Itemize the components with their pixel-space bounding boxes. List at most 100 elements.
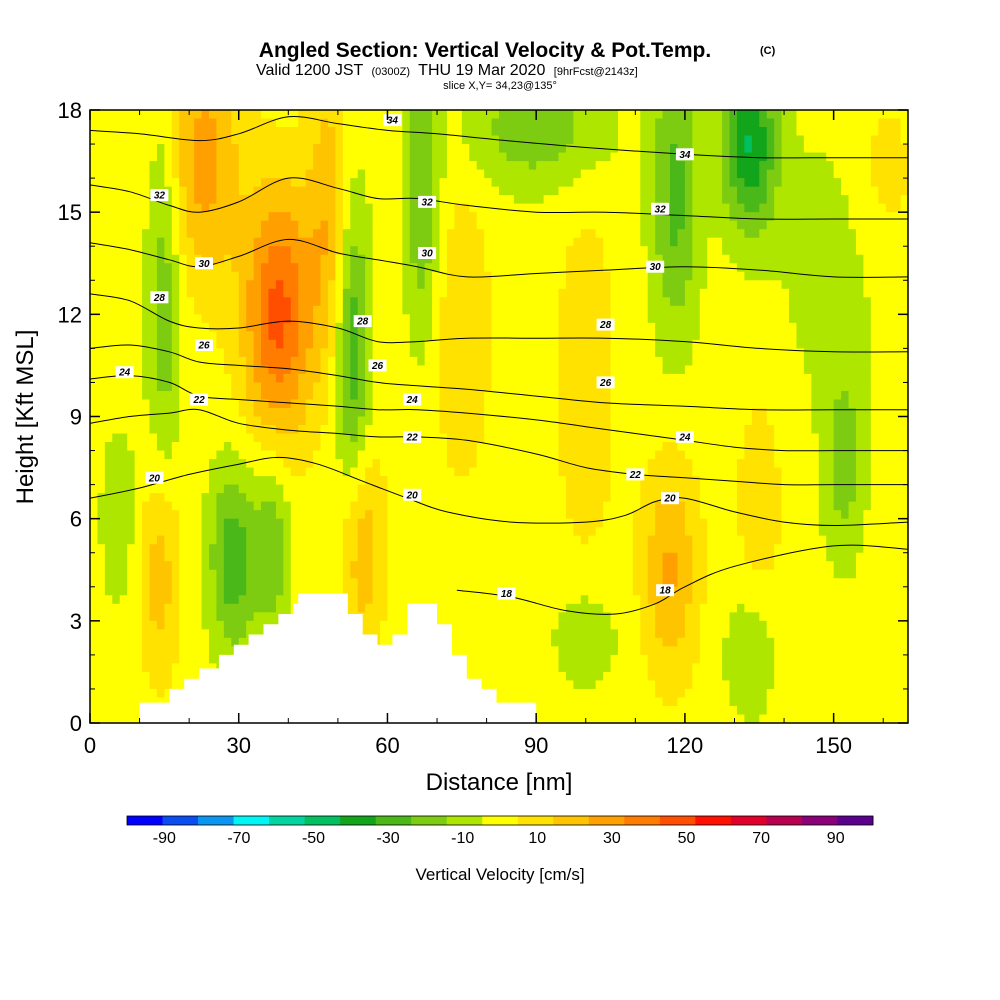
velocity-cell: [246, 246, 255, 256]
velocity-cell: [342, 493, 351, 503]
velocity-cell: [543, 271, 552, 281]
velocity-cell: [350, 382, 359, 392]
velocity-cell: [201, 493, 210, 503]
velocity-cell: [342, 356, 351, 367]
velocity-cell: [484, 476, 493, 486]
velocity-cell: [684, 127, 693, 137]
velocity-cell: [454, 212, 463, 222]
velocity-cell: [313, 382, 322, 392]
velocity-cell: [699, 246, 708, 256]
velocity-cell: [789, 365, 798, 375]
velocity-cell: [744, 382, 753, 392]
velocity-cell: [186, 322, 195, 332]
velocity-cell: [603, 254, 612, 264]
velocity-cell: [484, 135, 493, 145]
velocity-cell: [194, 425, 203, 435]
velocity-cell: [394, 203, 403, 213]
velocity-cell: [417, 288, 426, 298]
velocity-cell: [878, 450, 887, 460]
velocity-cell: [424, 331, 433, 341]
velocity-cell: [424, 280, 433, 290]
velocity-cell: [201, 373, 210, 384]
velocity-cell: [781, 118, 790, 128]
velocity-cell: [484, 280, 493, 290]
velocity-cell: [342, 220, 351, 230]
velocity-cell: [238, 356, 247, 367]
velocity-cell: [558, 425, 567, 435]
velocity-cell: [275, 450, 284, 460]
velocity-cell: [134, 356, 143, 367]
velocity-cell: [580, 195, 589, 205]
velocity-cell: [171, 365, 180, 375]
velocity-cell: [647, 169, 656, 179]
velocity-cell: [736, 399, 745, 409]
velocity-cell: [521, 203, 530, 213]
velocity-cell: [231, 348, 240, 358]
velocity-cell: [714, 390, 723, 401]
velocity-cell: [394, 467, 403, 477]
velocity-cell: [841, 373, 850, 384]
velocity-cell: [394, 271, 403, 281]
velocity-cell: [283, 203, 292, 213]
velocity-cell: [707, 152, 716, 162]
velocity-cell: [662, 305, 671, 315]
velocity-cell: [766, 390, 775, 401]
velocity-cell: [409, 356, 418, 367]
velocity-cell: [491, 212, 500, 222]
velocity-cell: [536, 271, 545, 281]
velocity-cell: [112, 110, 121, 120]
velocity-cell: [275, 212, 284, 222]
velocity-cell: [97, 459, 106, 469]
velocity-cell: [647, 484, 656, 494]
velocity-cell: [506, 246, 515, 256]
velocity-cell: [789, 110, 798, 120]
velocity-cell: [454, 450, 463, 460]
velocity-cell: [142, 110, 151, 120]
velocity-cell: [536, 407, 545, 418]
velocity-cell: [870, 186, 879, 196]
velocity-cell: [327, 407, 336, 418]
velocity-cell: [179, 288, 188, 298]
velocity-cell: [164, 144, 173, 154]
velocity-cell: [246, 271, 255, 281]
velocity-cell: [290, 161, 299, 171]
velocity-cell: [372, 314, 381, 324]
velocity-cell: [610, 442, 619, 452]
velocity-cell: [491, 399, 500, 409]
velocity-cell: [164, 467, 173, 477]
velocity-cell: [104, 450, 113, 460]
velocity-cell: [357, 331, 366, 341]
velocity-cell: [335, 484, 344, 494]
velocity-cell: [848, 280, 857, 290]
velocity-cell: [275, 178, 284, 188]
velocity-cell: [97, 365, 106, 375]
velocity-cell: [818, 484, 827, 494]
velocity-cell: [632, 280, 641, 290]
velocity-cell: [558, 271, 567, 281]
velocity-cell: [521, 229, 530, 239]
velocity-cell: [90, 322, 99, 332]
velocity-cell: [655, 169, 664, 179]
velocity-cell: [580, 399, 589, 409]
velocity-cell: [781, 365, 790, 375]
velocity-cell: [699, 135, 708, 145]
velocity-cell: [841, 263, 850, 273]
velocity-cell: [484, 254, 493, 264]
velocity-cell: [97, 195, 106, 205]
velocity-cell: [231, 476, 240, 486]
velocity-cell: [670, 390, 679, 401]
velocity-cell: [179, 407, 188, 418]
velocity-cell: [171, 305, 180, 315]
velocity-cell: [818, 254, 827, 264]
velocity-cell: [305, 280, 314, 290]
velocity-cell: [119, 203, 128, 213]
velocity-cell: [171, 127, 180, 137]
velocity-cell: [818, 237, 827, 247]
velocity-cell: [380, 476, 389, 486]
velocity-cell: [298, 476, 307, 486]
velocity-cell: [707, 169, 716, 179]
velocity-cell: [580, 246, 589, 256]
velocity-cell: [127, 407, 136, 418]
velocity-cell: [603, 110, 612, 120]
velocity-cell: [558, 280, 567, 290]
